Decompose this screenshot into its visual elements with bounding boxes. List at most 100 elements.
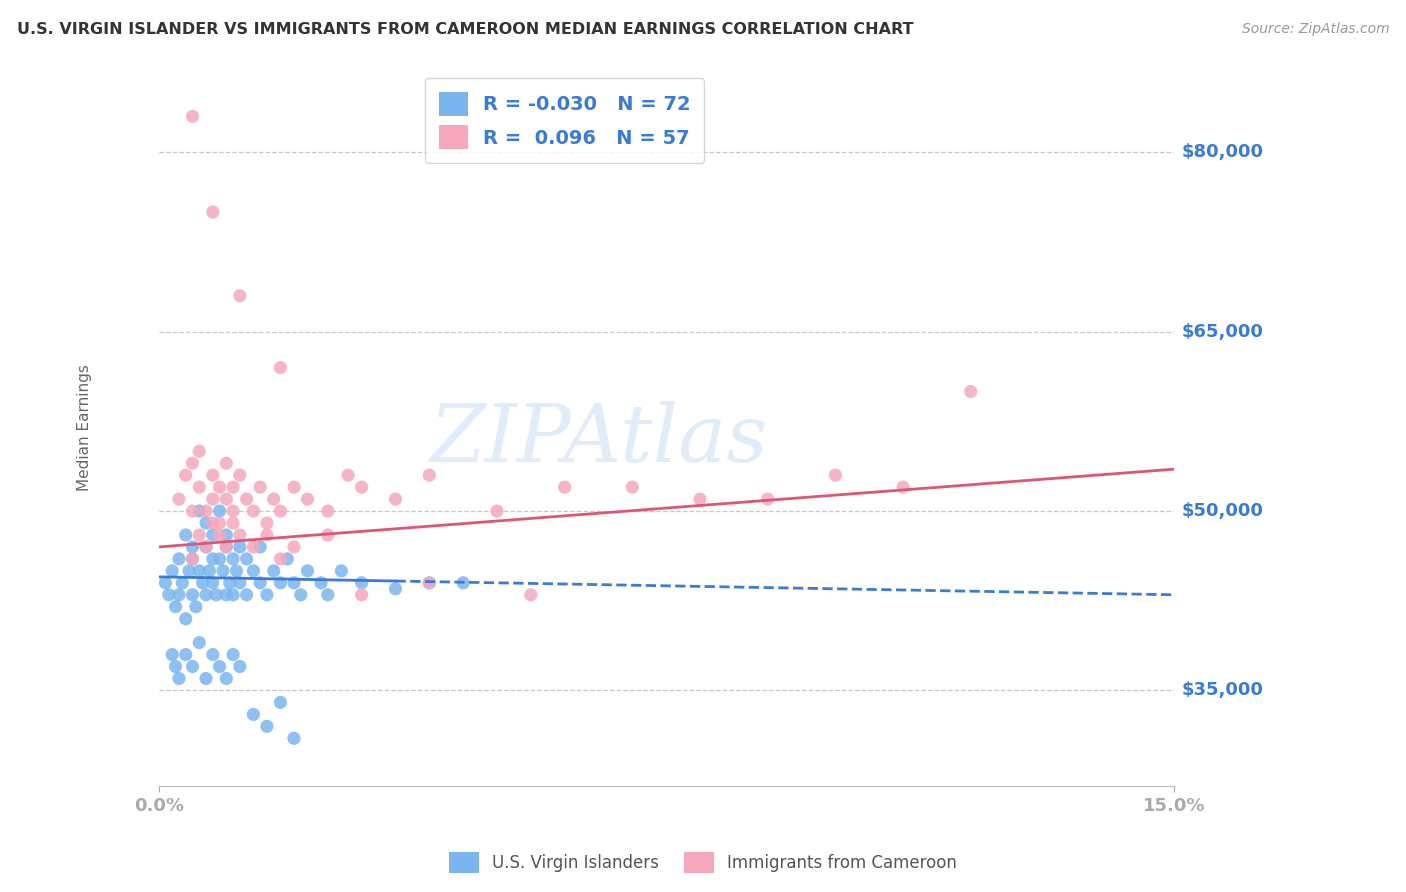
Point <box>165 659 187 673</box>
Point <box>184 599 207 614</box>
Point <box>201 528 224 542</box>
Point <box>208 528 231 542</box>
Point <box>451 575 474 590</box>
Text: $50,000: $50,000 <box>1182 502 1264 520</box>
Point <box>418 468 440 483</box>
Point <box>350 588 373 602</box>
Point <box>188 444 211 458</box>
Point <box>242 540 264 554</box>
Point <box>269 360 291 375</box>
Point <box>824 468 846 483</box>
Point <box>181 504 204 518</box>
Legend: R = -0.030   N = 72, R =  0.096   N = 57: R = -0.030 N = 72, R = 0.096 N = 57 <box>425 78 704 162</box>
Point <box>256 516 278 530</box>
Point <box>188 480 211 494</box>
Point <box>188 564 211 578</box>
Point <box>269 552 291 566</box>
Text: Source: ZipAtlas.com: Source: ZipAtlas.com <box>1241 22 1389 37</box>
Point <box>208 552 231 566</box>
Point <box>215 540 238 554</box>
Point <box>283 540 305 554</box>
Point <box>208 516 231 530</box>
Text: ZIPAtlas: ZIPAtlas <box>429 401 768 478</box>
Point <box>330 564 353 578</box>
Point <box>181 540 204 554</box>
Point <box>316 588 339 602</box>
Point <box>222 480 245 494</box>
Point <box>195 540 218 554</box>
Point <box>290 588 312 602</box>
Point <box>337 468 360 483</box>
Point <box>174 612 197 626</box>
Point <box>167 492 190 507</box>
Point <box>201 205 224 219</box>
Point <box>195 540 218 554</box>
Point <box>208 480 231 494</box>
Point <box>195 672 218 686</box>
Point <box>249 575 271 590</box>
Text: $80,000: $80,000 <box>1182 144 1264 161</box>
Point <box>269 504 291 518</box>
Point <box>242 707 264 722</box>
Point <box>384 492 406 507</box>
Point <box>229 528 252 542</box>
Point <box>181 109 204 123</box>
Point <box>297 564 319 578</box>
Point <box>222 516 245 530</box>
Point <box>174 648 197 662</box>
Text: $35,000: $35,000 <box>1182 681 1264 699</box>
Point <box>167 672 190 686</box>
Point <box>263 492 285 507</box>
Point <box>229 468 252 483</box>
Point <box>229 289 252 303</box>
Point <box>242 504 264 518</box>
Point <box>208 659 231 673</box>
Point <box>235 552 257 566</box>
Point <box>283 480 305 494</box>
Text: Median Earnings: Median Earnings <box>77 364 91 491</box>
Point <box>201 492 224 507</box>
Point <box>350 480 373 494</box>
Point <box>195 588 218 602</box>
Point <box>195 504 218 518</box>
Point <box>621 480 644 494</box>
Point <box>172 575 194 590</box>
Point <box>167 552 190 566</box>
Point <box>276 552 298 566</box>
Point <box>225 564 247 578</box>
Point <box>350 575 373 590</box>
Point <box>195 516 218 530</box>
Text: U.S. VIRGIN ISLANDER VS IMMIGRANTS FROM CAMEROON MEDIAN EARNINGS CORRELATION CHA: U.S. VIRGIN ISLANDER VS IMMIGRANTS FROM … <box>17 22 914 37</box>
Point <box>689 492 711 507</box>
Point <box>201 552 224 566</box>
Point <box>157 588 180 602</box>
Point <box>212 564 235 578</box>
Point <box>177 564 200 578</box>
Point <box>215 456 238 470</box>
Point <box>215 540 238 554</box>
Point <box>520 588 543 602</box>
Point <box>165 599 187 614</box>
Point <box>198 564 221 578</box>
Point <box>229 540 252 554</box>
Point <box>283 731 305 746</box>
Point <box>208 504 231 518</box>
Point <box>384 582 406 596</box>
Point <box>756 492 779 507</box>
Legend: U.S. Virgin Islanders, Immigrants from Cameroon: U.S. Virgin Islanders, Immigrants from C… <box>441 846 965 880</box>
Point <box>167 588 190 602</box>
Point <box>263 564 285 578</box>
Point <box>269 695 291 709</box>
Point <box>174 528 197 542</box>
Point <box>181 552 204 566</box>
Point <box>155 575 177 590</box>
Point <box>235 588 257 602</box>
Point <box>554 480 576 494</box>
Point <box>222 552 245 566</box>
Point <box>256 588 278 602</box>
Point <box>229 659 252 673</box>
Point <box>316 504 339 518</box>
Point <box>188 635 211 649</box>
Point <box>181 588 204 602</box>
Point <box>215 492 238 507</box>
